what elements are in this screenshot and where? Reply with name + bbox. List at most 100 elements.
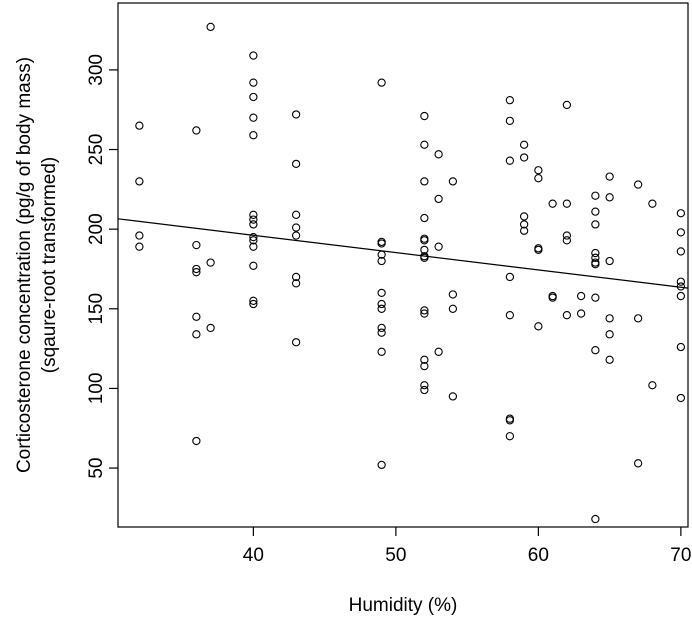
x-tick-label: 70: [670, 545, 691, 566]
data-point: [291, 338, 301, 347]
data-point: [633, 314, 643, 323]
data-point: [505, 432, 515, 441]
data-point: [505, 116, 515, 126]
data-point: [206, 258, 215, 267]
data-point: [420, 309, 429, 318]
data-point: [591, 191, 600, 200]
data-point: [420, 385, 429, 395]
plot-frame: [117, 2, 689, 528]
data-point: [249, 242, 258, 251]
data-point: [591, 220, 600, 229]
data-point: [377, 288, 386, 298]
data-point: [420, 111, 429, 121]
data-point: [291, 210, 301, 219]
data-points: [135, 22, 686, 524]
data-point: [505, 311, 515, 320]
data-point: [377, 347, 386, 356]
data-point: [605, 355, 614, 364]
data-point: [591, 207, 600, 216]
data-point: [519, 226, 529, 235]
data-point: [505, 416, 515, 425]
data-point: [548, 293, 557, 302]
data-point: [249, 210, 258, 219]
data-point: [676, 342, 686, 352]
data-point: [420, 361, 429, 371]
x-tick-label: 60: [528, 545, 549, 566]
data-point: [377, 256, 386, 266]
data-point: [562, 231, 572, 240]
data-point: [420, 253, 429, 262]
y-tick-label: 100: [86, 373, 107, 405]
data-point: [249, 215, 258, 224]
y-tick-label: 250: [86, 134, 107, 166]
data-point: [377, 239, 386, 248]
data-point: [377, 299, 386, 309]
data-point: [206, 323, 215, 333]
data-point: [562, 236, 572, 245]
data-point: [135, 121, 144, 130]
data-point: [377, 460, 386, 470]
data-point: [291, 223, 301, 232]
data-point: [605, 330, 614, 339]
data-point: [519, 220, 529, 229]
y-axis: 50 100 150 200 250 300: [86, 54, 118, 479]
data-point: [505, 156, 515, 165]
data-point: [192, 264, 201, 274]
data-point: [420, 245, 429, 255]
x-tick-label: 40: [243, 545, 264, 566]
data-point: [562, 100, 572, 110]
data-point: [534, 174, 543, 183]
data-point: [676, 393, 686, 403]
data-point: [377, 304, 386, 313]
data-point: [249, 299, 258, 309]
data-point: [377, 328, 386, 337]
data-point: [534, 245, 543, 255]
data-point: [591, 514, 600, 524]
data-point: [249, 51, 258, 60]
x-tick-label: 50: [385, 545, 406, 566]
regression-line: [117, 218, 689, 289]
data-point: [420, 140, 429, 149]
data-point: [420, 236, 429, 245]
data-point: [605, 193, 614, 202]
data-point: [676, 209, 686, 218]
data-point: [420, 381, 429, 390]
data-point: [676, 228, 686, 237]
data-point: [591, 253, 600, 262]
data-point: [633, 180, 643, 189]
data-point: [135, 177, 144, 186]
data-point: [192, 330, 201, 339]
y-axis-label-line1: Corticosterone concentration (pg/g of bo…: [14, 57, 35, 473]
data-point: [676, 291, 686, 301]
data-point: [605, 172, 614, 181]
data-point: [448, 304, 458, 313]
data-point: [192, 240, 201, 250]
data-point: [591, 248, 600, 258]
data-point: [420, 177, 429, 186]
data-point: [591, 346, 600, 355]
data-point: [605, 314, 614, 323]
data-point: [548, 199, 557, 208]
y-tick-label: 50: [86, 457, 107, 478]
data-point: [249, 296, 258, 305]
data-point: [249, 92, 258, 102]
data-point: [291, 110, 301, 119]
data-point: [505, 96, 515, 105]
data-point: [192, 268, 201, 277]
data-point: [434, 347, 443, 356]
data-point: [576, 309, 586, 318]
data-point: [377, 323, 386, 333]
x-axis-label: Humidity (%): [349, 595, 458, 616]
data-point: [206, 22, 215, 32]
data-point: [249, 113, 258, 122]
data-point: [605, 256, 614, 266]
y-tick-label: 200: [86, 213, 107, 245]
data-point: [576, 291, 586, 301]
data-point: [633, 459, 643, 468]
data-point: [676, 247, 686, 256]
data-point: [562, 311, 572, 320]
data-point: [249, 261, 258, 270]
y-tick-label: 150: [86, 293, 107, 325]
data-point: [420, 306, 429, 315]
